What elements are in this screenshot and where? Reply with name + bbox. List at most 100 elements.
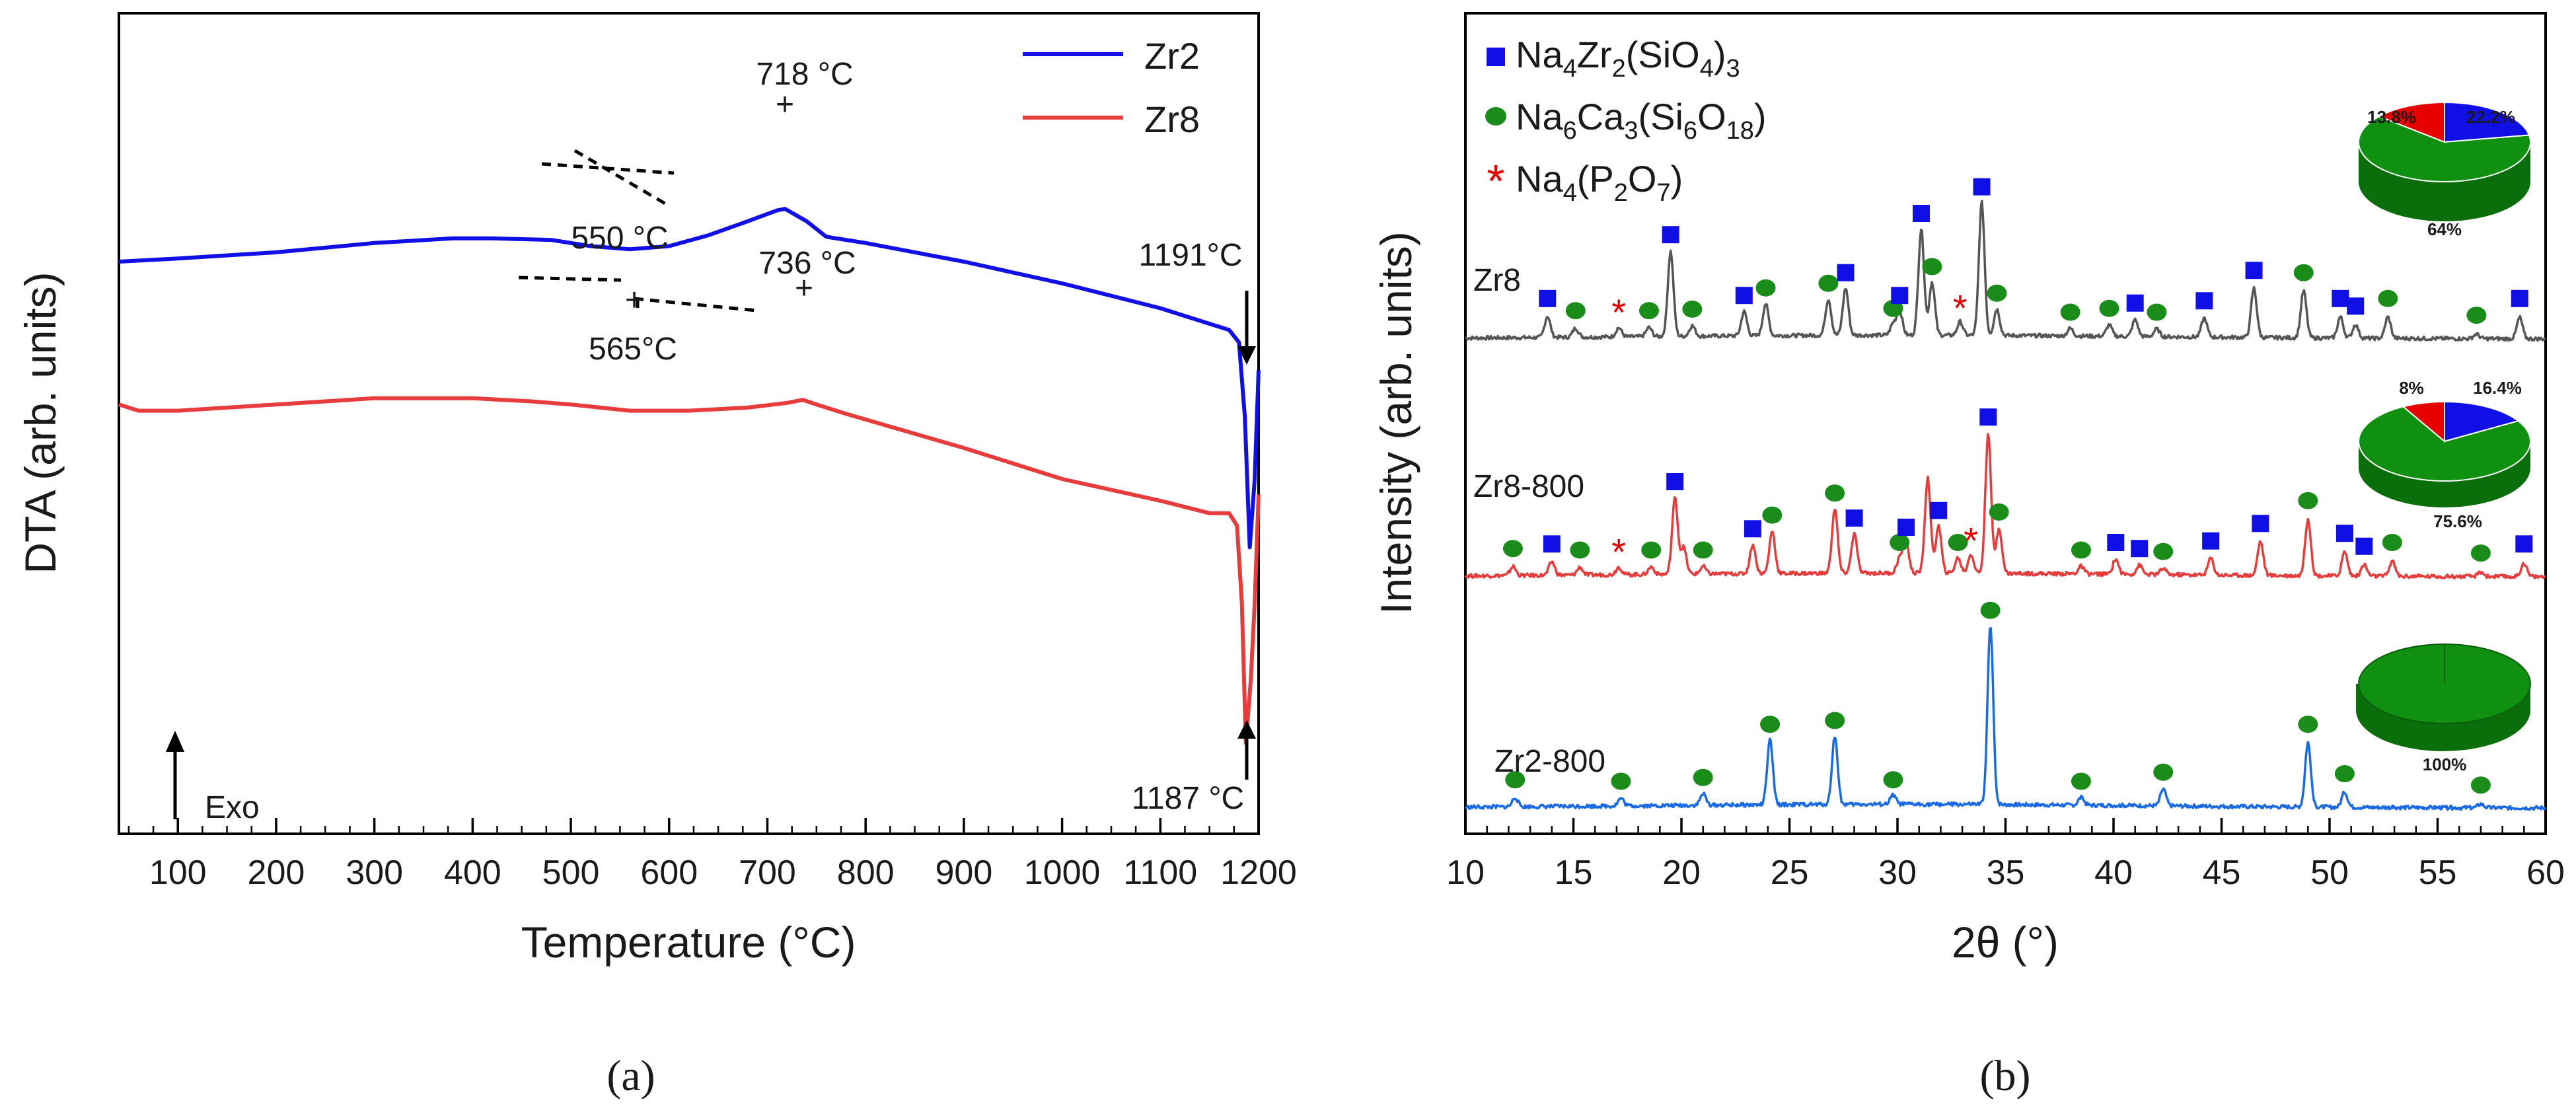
legend-na4p2o7-sub: 4 — [1563, 179, 1577, 207]
phase-marker-na4zr2 — [1897, 519, 1915, 536]
legend-na4zr2-sub: 4 — [1563, 55, 1577, 83]
phase-marker-na4zr2 — [1539, 289, 1557, 307]
phase-marker-na6ca3 — [2071, 772, 2091, 790]
phase-marker-na4zr2 — [2511, 289, 2528, 307]
x-tick-label-400: 400 — [444, 854, 501, 892]
phase-marker-na4zr2 — [2245, 262, 2263, 279]
phase-marker-na4zr2 — [2332, 289, 2349, 307]
panel-b-xlabel: 2θ (°) — [1952, 918, 2059, 967]
panel-a-ylabel: DTA (arb. units) — [16, 272, 65, 573]
pie-zr8-slices — [2358, 101, 2531, 183]
annotation-736: 736 °C — [758, 246, 856, 281]
pie-slice — [2358, 116, 2531, 183]
phase-marker-na6ca3 — [1565, 302, 1586, 320]
phase-marker-na6ca3 — [2147, 303, 2167, 321]
annotation-1187: 1187 °C — [1132, 781, 1244, 816]
phase-marker-na4zr2 — [1666, 473, 1684, 490]
phase-marker-na6ca3 — [1883, 299, 1903, 317]
phase-marker-na6ca3 — [2298, 492, 2318, 509]
x-tick-label-1100: 1100 — [1123, 854, 1197, 892]
phase-marker-na4zr2 — [1973, 178, 1991, 196]
phase-marker-na4p2o7: * — [1611, 531, 1626, 573]
legend-na4p2o7-part: ) — [1671, 158, 1683, 200]
phase-marker-na6ca3 — [1825, 712, 1845, 729]
sample-label-zr8: Zr8 — [1473, 263, 1521, 298]
phase-marker-na6ca3 — [1890, 534, 1910, 551]
b-x-tick-label-40: 40 — [2094, 854, 2133, 892]
legend-na6ca3-part: O — [1697, 96, 1726, 137]
phase-marker-na4zr2 — [1891, 287, 1909, 305]
phase-marker-na4zr2 — [1837, 264, 1855, 281]
phase-marker-na6ca3 — [1505, 771, 1526, 789]
legend-na4zr2-part: (SiO — [1626, 34, 1700, 75]
legend-label-zr2: Zr2 — [1144, 35, 1200, 77]
phase-marker-na6ca3 — [1922, 258, 1942, 276]
annotation-718: 718 °C — [756, 57, 853, 92]
series-line-zr8 — [118, 396, 1261, 745]
legend-na4p2o7-part: (P — [1577, 158, 1614, 200]
legend-na6ca3-sub: 6 — [1563, 117, 1577, 145]
phase-marker-na6ca3 — [2466, 307, 2487, 324]
phase-marker-na4zr2 — [1735, 287, 1753, 305]
phase-marker-na4zr2 — [2336, 525, 2353, 542]
phase-marker-na4zr2 — [1979, 408, 1997, 426]
pie-zr2-800: 100% — [2356, 644, 2531, 774]
x-tick-label-1000: 1000 — [1024, 854, 1101, 892]
annotation-565: 565°C — [589, 332, 677, 367]
panel-a: 100 200 300 400 500 600 700 800 900 1000 1100 1200 … — [16, 12, 1297, 1100]
pie-zr8-800-slices — [2358, 400, 2531, 482]
phase-marker-na6ca3 — [2382, 534, 2402, 551]
arrow-1191-head — [1237, 346, 1256, 365]
phase-marker-na4p2o7: * — [1953, 287, 1968, 328]
x-tick-label-500: 500 — [542, 854, 600, 892]
legend-na6ca3-sub: 18 — [1726, 117, 1754, 145]
legend-na6ca3-sub: 3 — [1624, 117, 1638, 145]
pie-slice — [2444, 400, 2520, 443]
b-x-tick-label-45: 45 — [2203, 854, 2241, 892]
b-x-tick-label-50: 50 — [2310, 854, 2349, 892]
phase-marker-na6ca3 — [2153, 763, 2174, 781]
panel-b: 10 15 20 25 30 35 40 45 50 55 60 2θ (°) Intensity … — [1372, 12, 2565, 1100]
phase-marker-na6ca3 — [1502, 540, 1523, 558]
sample-label-zr8-800: Zr8-800 — [1473, 469, 1584, 504]
legend-marker-star: * — [1487, 155, 1504, 207]
caption-b: (b) — [1980, 1052, 2031, 1100]
legend-na4zr2-sub: 3 — [1726, 55, 1740, 83]
b-x-tick-label-20: 20 — [1662, 854, 1701, 892]
legend-na4zr2-part: ) — [1714, 34, 1726, 75]
phase-marker-na4zr2 — [2131, 540, 2149, 558]
legend-label-na6ca3: Na6Ca3(Si6O18) — [1516, 96, 1767, 145]
phase-marker-na6ca3 — [2334, 765, 2355, 782]
phase-marker-na4zr2 — [2126, 294, 2144, 312]
phase-marker-na6ca3 — [1825, 484, 1845, 502]
pie-slice — [2402, 400, 2445, 443]
legend-na4zr2-sub: 2 — [1612, 55, 1626, 83]
legend-na4p2o7-part: O — [1628, 158, 1657, 200]
phase-marker-na4zr2 — [1543, 535, 1561, 553]
panel-b-legend: Na4Zr2(SiO4)3 Na6Ca3(Si6O18) * Na4(P2O7) — [1485, 34, 1767, 207]
phase-marker-na6ca3 — [1641, 541, 1662, 559]
b-x-tick-label-55: 55 — [2419, 854, 2457, 892]
panel-a-x-ticks — [128, 818, 1260, 834]
panel-a-xlabel: Temperature (°C) — [521, 918, 856, 967]
b-x-tick-label-15: 15 — [1555, 854, 1593, 892]
pie-slice — [2377, 101, 2445, 143]
pattern-zr2-800 — [1464, 626, 2547, 811]
pie-zr8-800: 8% 16.4% 75.6% — [2358, 378, 2531, 531]
pie-zr8: 13.8% 22.2% 64% — [2358, 101, 2531, 239]
legend-na4zr2-sub: 4 — [1700, 55, 1714, 83]
panel-b-x-ticks — [1464, 818, 2547, 834]
phase-marker-na4zr2 — [2347, 297, 2365, 315]
pattern-zr8 — [1465, 200, 2547, 342]
pie-slice — [2444, 101, 2530, 143]
phase-marker-na6ca3 — [1818, 274, 1839, 292]
panel-b-phase-markers: * * * * — [1502, 178, 2533, 794]
legend-na6ca3-part: ) — [1754, 96, 1767, 137]
phase-marker-na6ca3 — [1638, 302, 1659, 320]
panel-b-x-tick-labels: 10 15 20 25 30 35 40 45 50 55 60 — [1446, 854, 2565, 892]
phase-marker-na6ca3 — [1760, 716, 1781, 733]
phase-marker-na6ca3 — [1693, 541, 1713, 559]
legend-label-zr8: Zr8 — [1144, 98, 1200, 140]
x-tick-label-700: 700 — [739, 854, 796, 892]
panel-a-legend: Zr2 Zr8 — [1023, 35, 1200, 140]
